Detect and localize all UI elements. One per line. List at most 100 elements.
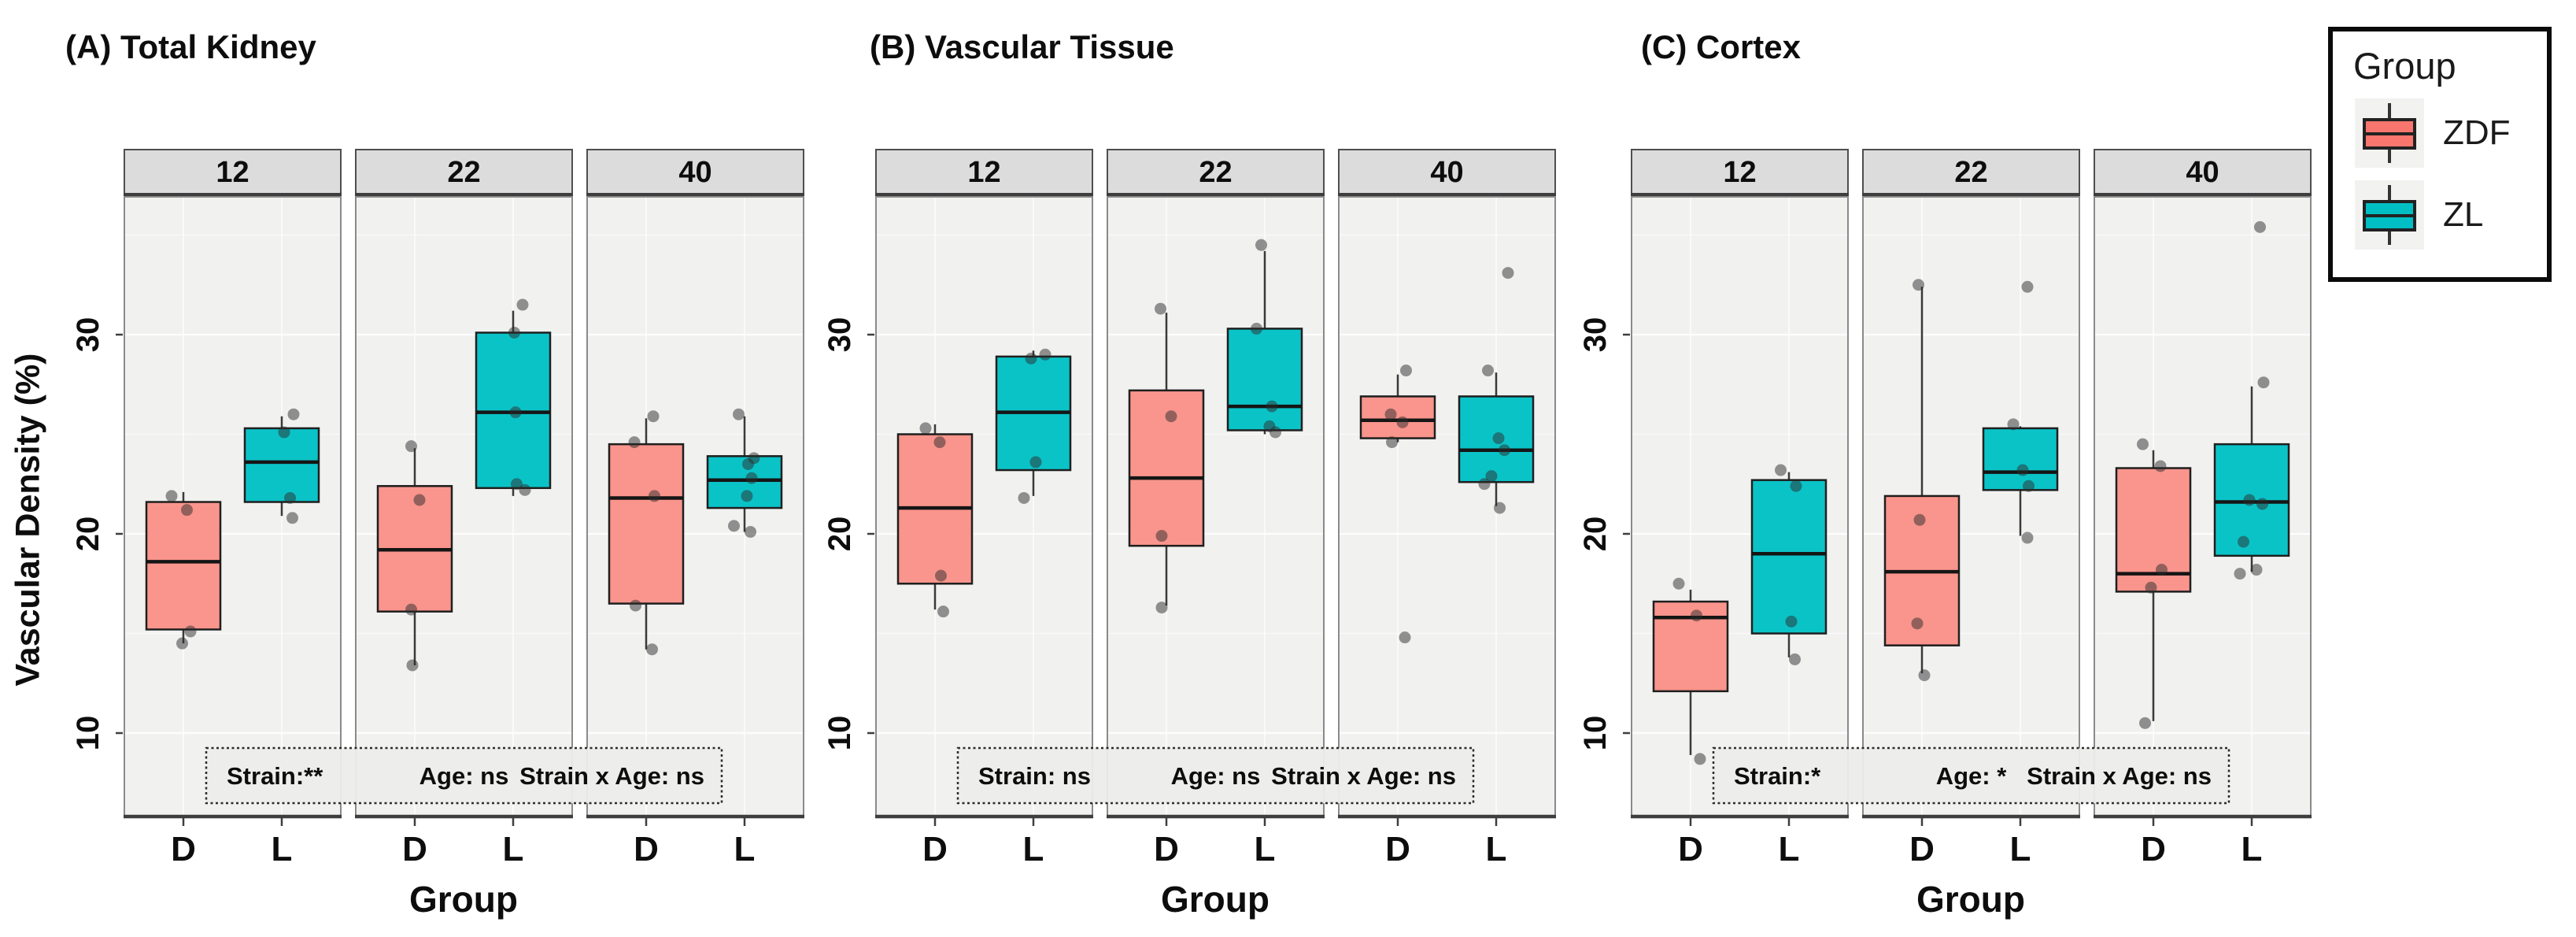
data-point: [628, 436, 641, 449]
x-axis-title: Group: [409, 879, 518, 920]
data-point: [1251, 322, 1262, 335]
data-point: [1785, 615, 1798, 628]
data-point: [1384, 408, 1397, 420]
data-point: [733, 408, 745, 420]
data-point: [1155, 530, 1168, 543]
legend-title: Group: [2353, 45, 2456, 87]
data-point: [176, 637, 188, 650]
data-point: [1400, 365, 1412, 377]
data-point: [184, 625, 197, 638]
data-point: [1039, 348, 1051, 361]
data-point: [2254, 220, 2266, 233]
data-point: [1018, 491, 1030, 504]
data-point: [1494, 502, 1506, 514]
strip-underline: [355, 193, 573, 197]
data-point: [2243, 494, 2256, 506]
data-point: [1155, 602, 1168, 614]
data-point: [937, 606, 949, 618]
strip-underline: [2094, 193, 2312, 197]
data-point: [2007, 418, 2020, 431]
panel-background: [1339, 197, 1555, 817]
x-tick-label: L: [272, 830, 293, 868]
x-tick-label: D: [922, 830, 948, 868]
data-point: [286, 512, 298, 524]
legend-item-zl: ZL: [2353, 179, 2547, 251]
facet-strip-label: 12: [967, 156, 1000, 189]
x-tick-label: L: [1255, 830, 1276, 868]
data-point: [1266, 400, 1278, 413]
data-point: [1790, 480, 1802, 492]
data-point: [1025, 352, 1037, 365]
data-point: [2145, 581, 2157, 594]
facet-strip-label: 40: [1430, 156, 1463, 189]
data-point: [508, 326, 520, 339]
legend-item-zdf: ZDF: [2353, 97, 2547, 169]
data-point: [1492, 432, 1505, 445]
data-point: [630, 599, 641, 612]
boxplot-box-zdf: [608, 443, 685, 605]
boxplot-box-zl: [1750, 479, 1828, 635]
x-tick-label: L: [1486, 830, 1507, 868]
x-axis-title: Group: [1161, 879, 1270, 920]
data-point: [2139, 717, 2151, 729]
strip-underline: [875, 193, 1093, 197]
data-point: [405, 603, 417, 616]
zdf-boxplot-glyph-icon: [2355, 98, 2424, 168]
legend-label-zl: ZL: [2443, 195, 2484, 234]
x-tick-label: L: [734, 830, 756, 868]
data-point: [2016, 464, 2029, 476]
panel-b-title: (B) Vascular Tissue: [870, 28, 1174, 65]
panel-c-title: (C) Cortex: [1641, 28, 1802, 65]
facet-strip-label: 22: [1954, 156, 1987, 189]
x-tick-label: D: [1678, 830, 1703, 868]
data-point: [1482, 365, 1494, 377]
data-point: [1499, 444, 1510, 457]
data-point: [1913, 513, 1926, 526]
y-tick-label: 30: [1578, 317, 1613, 353]
data-point: [1270, 426, 1281, 439]
data-point: [933, 436, 946, 449]
data-point: [1485, 470, 1498, 483]
zl-boxplot-glyph-icon: [2355, 180, 2424, 250]
boxplot-box-zl: [243, 427, 320, 503]
data-point: [1502, 267, 1514, 280]
data-point: [2023, 480, 2035, 492]
x-tick-label: D: [2141, 830, 2166, 868]
x-tick-label: D: [171, 830, 196, 868]
data-point: [1913, 279, 1924, 291]
data-point: [2257, 376, 2270, 389]
x-tick-label: L: [1023, 830, 1044, 868]
x-tick-label: L: [1779, 830, 1800, 868]
data-point: [2154, 460, 2167, 472]
annotation-age: Age: *: [1936, 762, 2008, 790]
data-point: [284, 491, 296, 504]
x-tick-label: D: [1385, 830, 1410, 868]
boxplot-box-zl: [1458, 395, 1535, 483]
data-point: [1165, 410, 1177, 423]
data-point: [165, 490, 178, 502]
data-point: [2234, 568, 2246, 580]
data-point: [181, 504, 193, 517]
y-tick-label: 20: [822, 517, 857, 552]
facet-strip-label: 40: [2186, 156, 2219, 189]
data-point: [935, 569, 947, 582]
facet-strip: [355, 149, 573, 195]
data-point: [1396, 416, 1409, 428]
data-point: [1775, 464, 1787, 476]
annotation-box: [1712, 746, 2230, 805]
data-point: [1672, 577, 1685, 590]
x-tick-label: D: [1154, 830, 1179, 868]
legend-label-zdf: ZDF: [2443, 113, 2511, 152]
facet-strip-label: 40: [678, 156, 711, 189]
data-point: [509, 406, 522, 419]
data-point: [742, 457, 754, 470]
strip-underline: [1631, 193, 1849, 197]
data-point: [1478, 478, 1491, 491]
panel-a-title: (A) Total Kidney: [65, 28, 316, 65]
data-point: [1386, 436, 1398, 449]
y-tick-label: 10: [71, 716, 105, 751]
annotation-box: [205, 746, 723, 805]
strip-underline: [1107, 193, 1325, 197]
